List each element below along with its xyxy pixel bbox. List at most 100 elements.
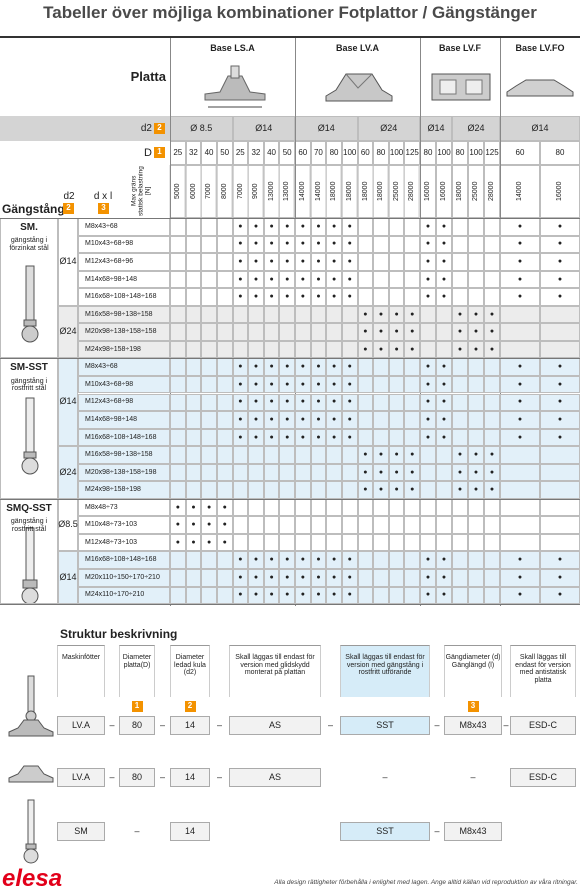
cell — [216, 393, 233, 412]
cell: ● — [500, 288, 540, 306]
base-drawing — [506, 79, 574, 97]
cell: ● — [420, 375, 436, 394]
cell: ● — [310, 586, 327, 605]
cell: ● — [295, 551, 311, 569]
cell: ● — [420, 235, 436, 254]
cell: ● — [263, 551, 280, 569]
cell — [373, 533, 389, 552]
cell: ● — [452, 305, 468, 324]
cell — [232, 305, 249, 324]
cell: ● — [388, 463, 405, 482]
cell: ● — [436, 235, 452, 254]
cell — [404, 586, 420, 605]
rule — [0, 604, 580, 606]
cell: ● — [341, 393, 358, 412]
cell — [484, 253, 500, 271]
cell — [170, 340, 186, 359]
cell — [341, 516, 358, 534]
cell — [279, 533, 295, 552]
cell — [310, 498, 327, 517]
rod-drawing — [21, 397, 39, 475]
cell — [484, 516, 500, 534]
cell — [248, 481, 264, 499]
cell — [170, 569, 186, 587]
cell — [248, 498, 264, 517]
cell: ● — [373, 305, 389, 324]
cell — [373, 498, 389, 517]
cell: ● — [232, 218, 249, 236]
d-value: 125 — [484, 141, 500, 165]
page-title: Tabeller över möjliga kombinationer Fotp… — [43, 2, 537, 22]
cell — [452, 586, 468, 605]
cell: ● — [326, 253, 342, 271]
cell — [468, 375, 484, 394]
cell — [373, 569, 389, 587]
cell — [170, 253, 186, 271]
load-value: 5000 — [170, 165, 186, 218]
cell — [452, 411, 468, 429]
cell — [404, 516, 420, 534]
separator: – — [159, 771, 165, 782]
d-value: 80 — [540, 141, 580, 165]
cell: ● — [484, 446, 500, 464]
code-box: LV.A — [57, 716, 105, 735]
cell — [170, 235, 186, 254]
cell — [232, 481, 249, 499]
cell — [263, 305, 280, 324]
row-label: M24x98÷158÷198 — [78, 481, 170, 499]
cell — [357, 218, 374, 236]
logo: elesa — [2, 864, 63, 892]
cell — [341, 323, 358, 341]
cell: ● — [279, 218, 295, 236]
cell — [185, 288, 202, 306]
cell: ● — [452, 323, 468, 341]
cell — [185, 393, 202, 412]
cell — [185, 586, 202, 605]
cell — [373, 428, 389, 447]
cell — [201, 323, 217, 341]
d2-group: Ø24 — [58, 446, 78, 499]
cell: ● — [388, 323, 405, 341]
cell: ● — [326, 428, 342, 447]
cell — [295, 516, 311, 534]
cell — [201, 340, 217, 359]
row-label: M20x110÷150÷170÷210 — [78, 569, 170, 587]
cell: ● — [185, 498, 202, 517]
cell: ● — [484, 323, 500, 341]
cell: ● — [420, 288, 436, 306]
row-label: M10x43÷68÷98 — [78, 375, 170, 394]
cell: ● — [357, 305, 374, 324]
cell: ● — [310, 270, 327, 289]
cell — [388, 218, 405, 236]
separator: – — [327, 719, 333, 730]
cell — [201, 235, 217, 254]
cell — [468, 428, 484, 447]
cell: ● — [263, 411, 280, 429]
cell — [216, 428, 233, 447]
cell — [500, 446, 540, 464]
cell — [468, 569, 484, 587]
cell — [295, 305, 311, 324]
cell — [232, 516, 249, 534]
cell: ● — [279, 428, 295, 447]
cell: ● — [295, 288, 311, 306]
cell: ● — [373, 340, 389, 359]
cell — [420, 323, 436, 341]
separator: – — [434, 825, 440, 836]
cell: ● — [373, 481, 389, 499]
cell — [452, 375, 468, 394]
cell: ● — [295, 569, 311, 587]
group-name: SMQ-SST — [6, 502, 52, 514]
cell: ● — [373, 463, 389, 482]
cell — [201, 305, 217, 324]
cell — [326, 305, 342, 324]
row-label: M16x68÷108÷148÷168 — [78, 288, 170, 306]
row-label: M8x43÷68 — [78, 358, 170, 376]
group-desc: gängstång i rostfritt stål — [10, 518, 48, 533]
code-box: SM — [57, 822, 105, 841]
cell: ● — [404, 481, 420, 499]
cell: ● — [295, 253, 311, 271]
row-label: M12x43÷68÷98 — [78, 393, 170, 412]
base-name: Base LV.A — [335, 43, 380, 54]
cell: ● — [341, 375, 358, 394]
